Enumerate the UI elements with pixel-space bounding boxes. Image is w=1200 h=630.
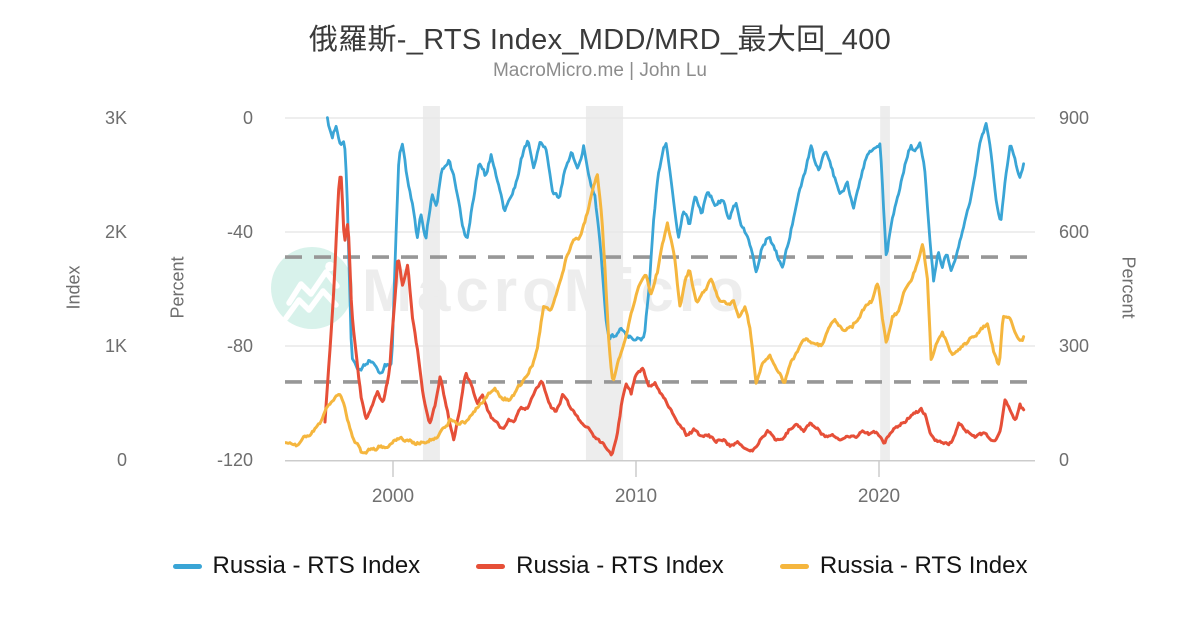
series-line-red-mrd[interactable] — [323, 175, 1026, 457]
y-tick-label-percent-left: -120 — [216, 450, 253, 470]
y-tick-label-index: 2K — [104, 222, 127, 242]
x-tick-label: 2000 — [371, 486, 415, 507]
y-tick-label-percent-right: 900 — [1059, 108, 1090, 128]
axis-title-percent-right: Percent — [1118, 256, 1139, 319]
y-tick-label-percent-left: -40 — [226, 222, 253, 242]
x-tick-label: 2010 — [614, 486, 658, 507]
legend-item[interactable]: Russia - RTS Index — [172, 552, 421, 580]
legend: Russia - RTS Index Russia - RTS Index Russ… — [0, 552, 1200, 580]
legend-swatch — [476, 563, 506, 569]
y-tick-label-percent-right: 300 — [1059, 336, 1090, 356]
chart-subtitle: MacroMicro.me | John Lu — [492, 60, 707, 81]
legend-swatch — [172, 563, 202, 569]
y-tick-label-index: 3K — [104, 108, 127, 128]
legend-label: Russia - RTS Index — [516, 552, 724, 579]
watermark-logo-zigzag-lower — [283, 288, 339, 321]
y-tick-label-percent-left: 0 — [242, 108, 253, 128]
legend-item[interactable]: Russia - RTS Index — [476, 552, 724, 580]
recession-band — [422, 106, 440, 460]
legend-label: Russia - RTS Index — [212, 552, 421, 579]
series-line-blue-mdd[interactable] — [326, 116, 1025, 375]
series-line-yellow-index[interactable] — [285, 173, 1026, 455]
legend-swatch — [779, 563, 809, 569]
y-tick-label-index: 1K — [104, 336, 127, 356]
x-tick-label: 2020 — [857, 486, 901, 507]
recession-band — [880, 106, 890, 460]
axis-title-index-left: Index — [63, 265, 84, 310]
y-tick-label-index: 0 — [116, 450, 127, 470]
watermark-logo-dot — [325, 261, 335, 272]
y-tick-label-percent-right: 600 — [1059, 222, 1090, 242]
axis-title-percent-left: Percent — [167, 256, 188, 319]
chart-title: 俄羅斯-_RTS Index_MDD/MRD_最大回_400 — [308, 24, 892, 56]
legend-label: Russia - RTS Index — [819, 552, 1028, 579]
plot-hover-area[interactable] — [285, 104, 1035, 460]
y-tick-label-percent-right: 0 — [1059, 450, 1070, 470]
legend-item[interactable]: Russia - RTS Index — [779, 552, 1028, 580]
watermark-text: MacroMicro — [362, 256, 749, 325]
watermark-logo-zigzag-upper — [286, 269, 340, 306]
y-tick-label-percent-left: -80 — [226, 336, 253, 356]
